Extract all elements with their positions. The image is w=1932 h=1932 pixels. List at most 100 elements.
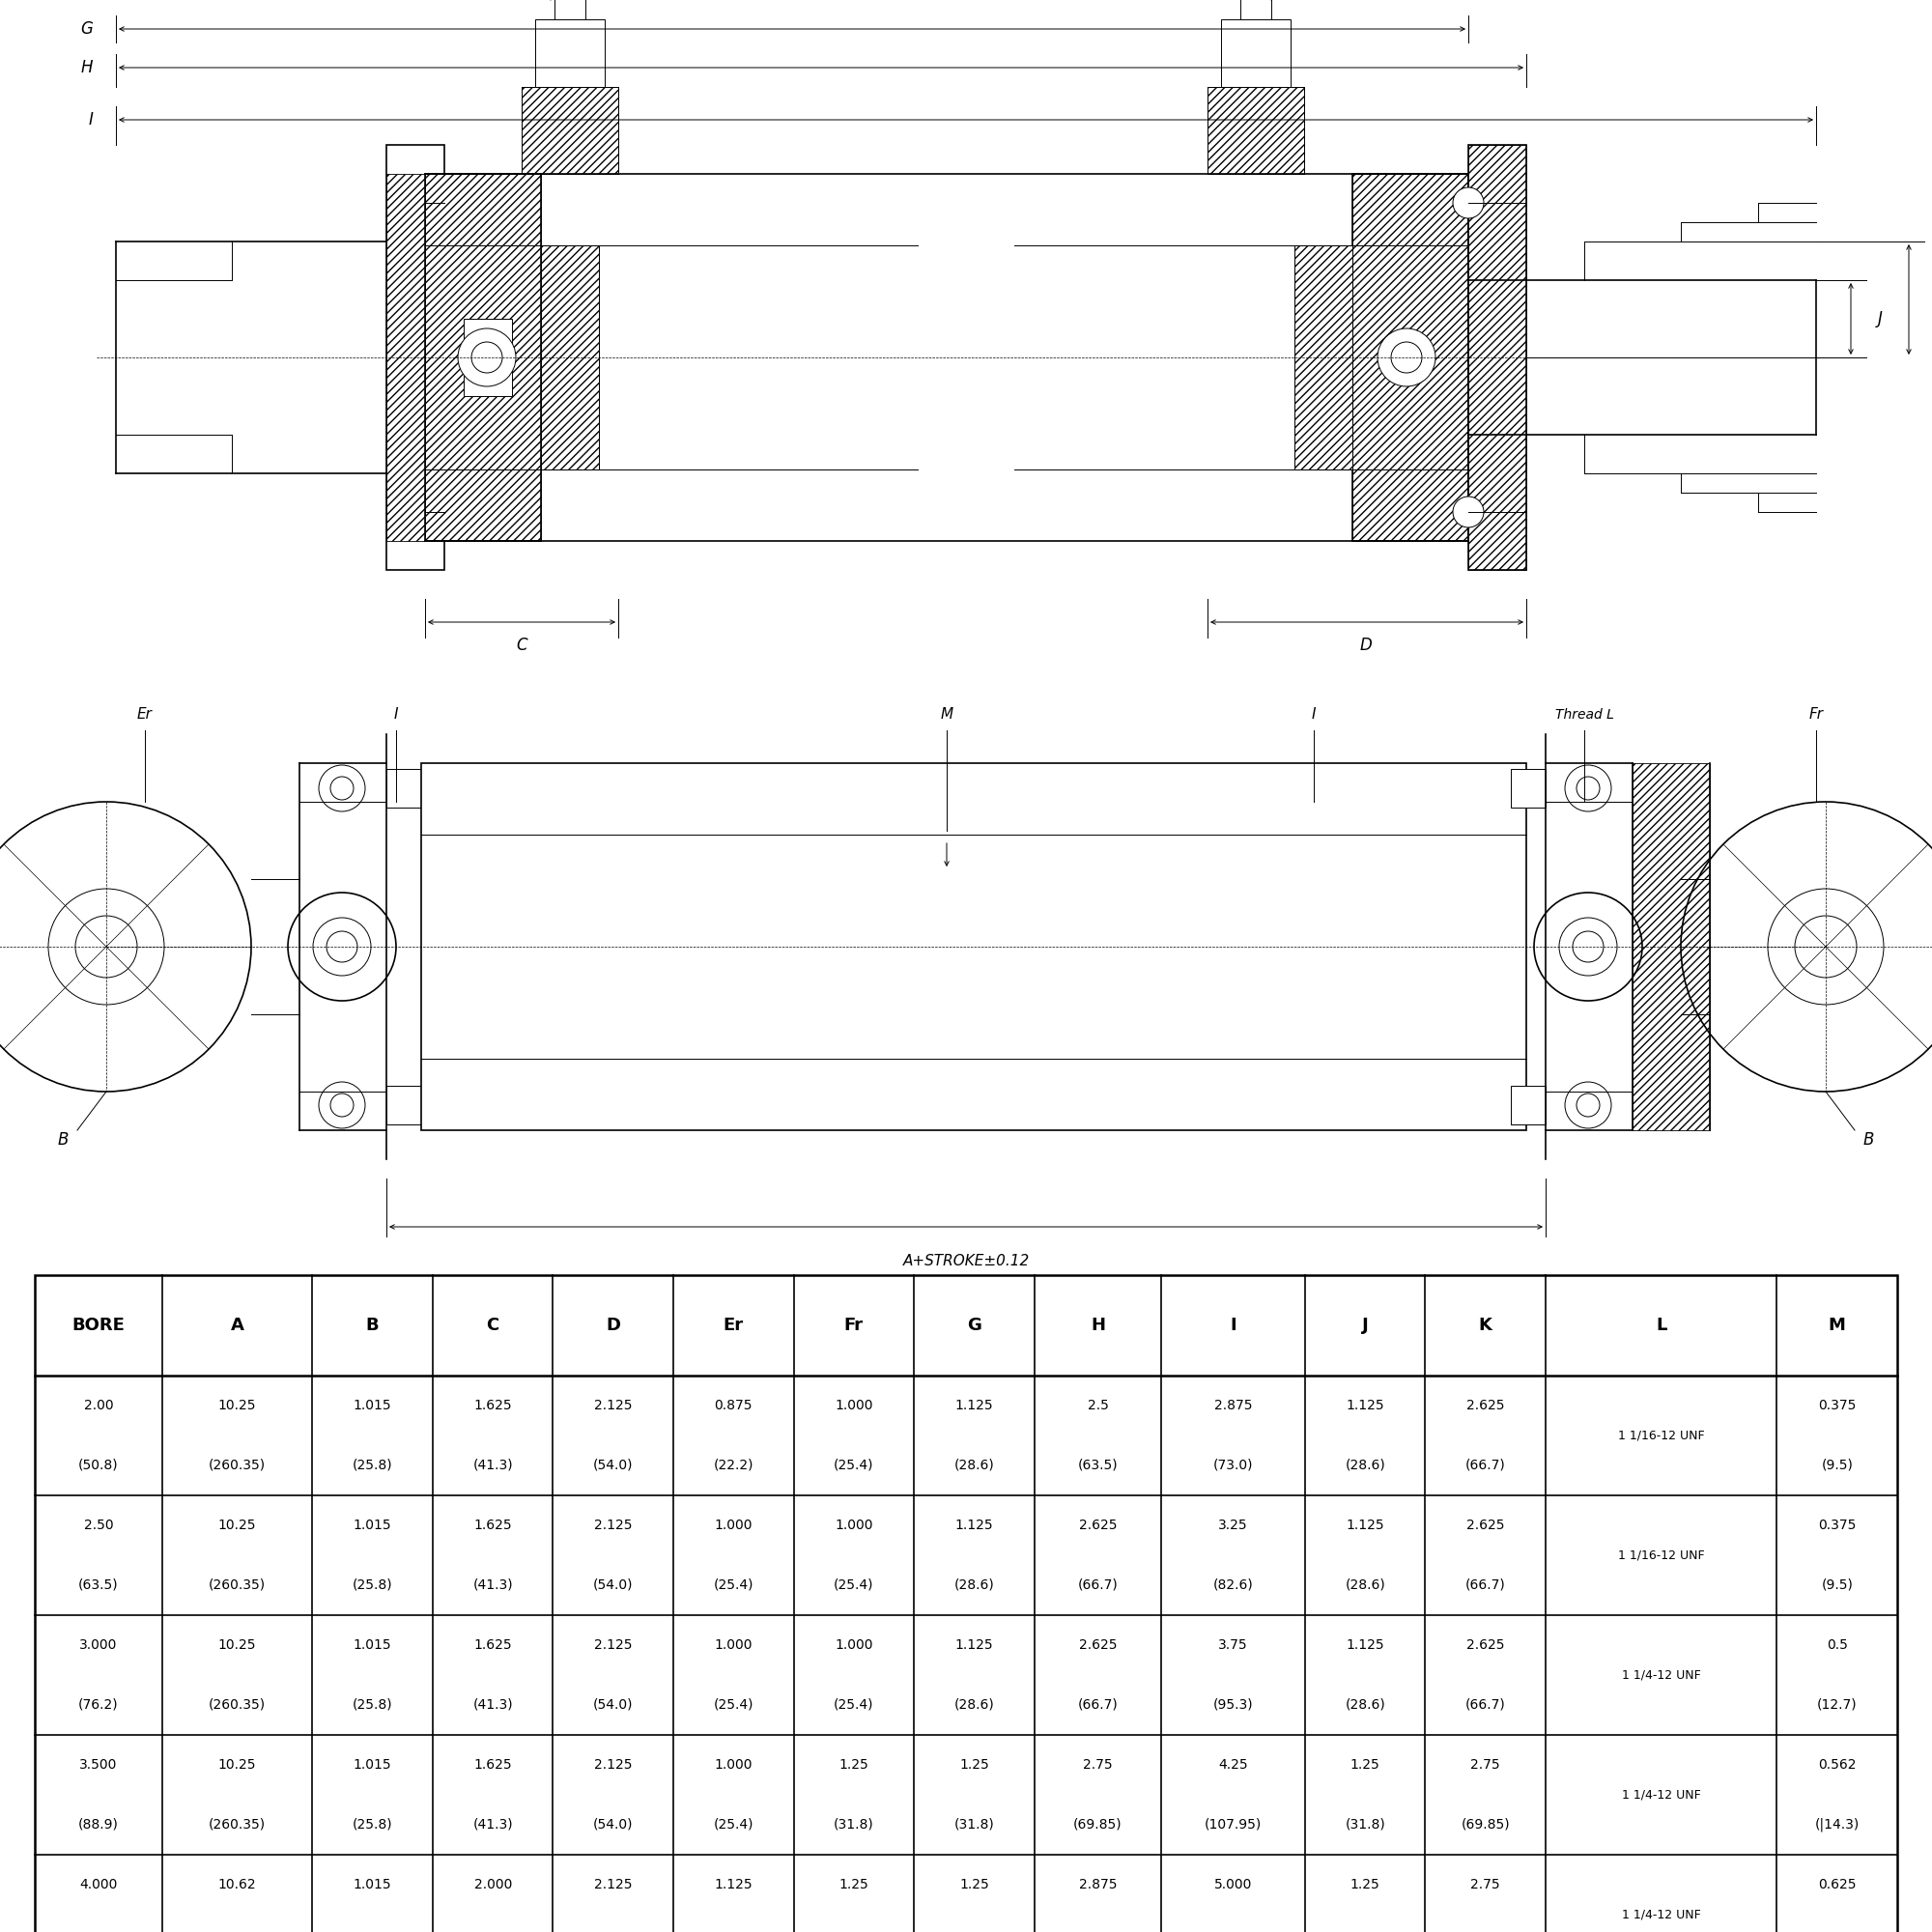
Text: 1.125: 1.125: [1347, 1638, 1383, 1652]
Circle shape: [1577, 777, 1600, 800]
Text: G: G: [966, 1318, 981, 1333]
Text: 10.25: 10.25: [218, 1758, 257, 1772]
Text: (260.35): (260.35): [209, 1459, 267, 1472]
Text: (69.85): (69.85): [1074, 1818, 1122, 1832]
Text: (28.6): (28.6): [1345, 1578, 1385, 1592]
Text: 1 1/4-12 UNF: 1 1/4-12 UNF: [1621, 1669, 1700, 1681]
Text: 2.75: 2.75: [1470, 1758, 1499, 1772]
Bar: [386, 769, 421, 808]
Text: 2.00: 2.00: [83, 1399, 114, 1412]
Text: Fr: Fr: [1808, 707, 1824, 723]
Text: (28.6): (28.6): [1345, 1698, 1385, 1712]
Text: (73.0): (73.0): [1213, 1459, 1254, 1472]
Text: 1.125: 1.125: [954, 1519, 993, 1532]
Bar: [386, 145, 444, 570]
Text: J: J: [1362, 1318, 1368, 1333]
Circle shape: [1681, 802, 1932, 1092]
Text: BORE: BORE: [71, 1318, 126, 1333]
Circle shape: [330, 777, 354, 800]
Text: 2.625: 2.625: [1466, 1399, 1505, 1412]
Text: 3.500: 3.500: [79, 1758, 118, 1772]
Bar: [1511, 1086, 1546, 1124]
Text: 1.25: 1.25: [1350, 1878, 1379, 1891]
Bar: [541, 245, 599, 469]
Text: I: I: [394, 707, 398, 723]
Text: 2.000: 2.000: [473, 1878, 512, 1891]
Text: G: G: [81, 19, 93, 37]
Text: (66.7): (66.7): [1078, 1578, 1119, 1592]
Text: 1.625: 1.625: [473, 1519, 512, 1532]
Text: 2.125: 2.125: [595, 1399, 632, 1412]
Text: 2.875: 2.875: [1213, 1399, 1252, 1412]
Text: 2.125: 2.125: [595, 1758, 632, 1772]
Text: (|14.3): (|14.3): [1814, 1818, 1859, 1832]
Text: 2.75: 2.75: [1470, 1878, 1499, 1891]
Text: H: H: [81, 58, 93, 75]
Circle shape: [429, 187, 460, 218]
Text: 2.50: 2.50: [83, 1519, 114, 1532]
Text: (25.8): (25.8): [352, 1578, 392, 1592]
Text: (41.3): (41.3): [473, 1578, 514, 1592]
Text: (95.3): (95.3): [1213, 1698, 1254, 1712]
Text: 2.625: 2.625: [1466, 1638, 1505, 1652]
Text: 0.375: 0.375: [1818, 1399, 1857, 1412]
Bar: [522, 87, 618, 174]
Text: 1.015: 1.015: [354, 1758, 392, 1772]
Text: (25.8): (25.8): [352, 1818, 392, 1832]
Bar: [421, 763, 1526, 1130]
Bar: [1221, 19, 1291, 87]
Text: M: M: [1828, 1318, 1845, 1333]
Text: (88.9): (88.9): [77, 1818, 118, 1832]
Text: M: M: [941, 707, 952, 723]
Text: (107.95): (107.95): [1206, 1818, 1262, 1832]
Text: 1.125: 1.125: [1347, 1519, 1383, 1532]
Text: 2.125: 2.125: [595, 1878, 632, 1891]
Text: 1.625: 1.625: [473, 1758, 512, 1772]
Bar: [1352, 174, 1468, 541]
Text: (54.0): (54.0): [593, 1698, 634, 1712]
Circle shape: [0, 802, 251, 1092]
Text: I: I: [89, 110, 93, 128]
Bar: [386, 174, 444, 541]
Text: D: D: [1360, 638, 1372, 653]
Text: (63.5): (63.5): [79, 1578, 118, 1592]
Text: (9.5): (9.5): [1822, 1459, 1853, 1472]
Text: 1 1/16-12 UNF: 1 1/16-12 UNF: [1617, 1549, 1704, 1561]
Text: 3.000: 3.000: [79, 1638, 118, 1652]
Text: 1.125: 1.125: [1347, 1399, 1383, 1412]
Text: 3.75: 3.75: [1219, 1638, 1248, 1652]
Circle shape: [1453, 187, 1484, 218]
Text: B: B: [365, 1318, 379, 1333]
Text: (54.0): (54.0): [593, 1578, 634, 1592]
Circle shape: [75, 916, 137, 978]
Text: (41.3): (41.3): [473, 1459, 514, 1472]
Text: (25.4): (25.4): [835, 1698, 873, 1712]
Text: (41.3): (41.3): [473, 1698, 514, 1712]
Text: B: B: [58, 1130, 70, 1148]
Bar: [464, 319, 512, 396]
Text: 1.000: 1.000: [835, 1519, 873, 1532]
Circle shape: [458, 328, 516, 386]
Text: 10.25: 10.25: [218, 1399, 257, 1412]
Text: 1.25: 1.25: [838, 1758, 869, 1772]
Text: (50.8): (50.8): [79, 1459, 118, 1472]
Bar: [1208, 87, 1304, 174]
Bar: [425, 174, 541, 541]
Text: (66.7): (66.7): [1464, 1459, 1505, 1472]
Text: (69.85): (69.85): [1461, 1818, 1509, 1832]
Text: 1.000: 1.000: [835, 1638, 873, 1652]
Text: I: I: [1231, 1318, 1236, 1333]
Text: (25.4): (25.4): [835, 1578, 873, 1592]
Text: 10.62: 10.62: [218, 1878, 257, 1891]
Text: (25.8): (25.8): [352, 1459, 392, 1472]
Text: L: L: [1656, 1318, 1667, 1333]
Text: A: A: [230, 1318, 243, 1333]
Circle shape: [1565, 1082, 1611, 1128]
Text: D: D: [607, 1318, 620, 1333]
Text: (28.6): (28.6): [954, 1459, 995, 1472]
Circle shape: [1453, 497, 1484, 527]
Bar: [1352, 174, 1468, 541]
Text: (66.7): (66.7): [1464, 1578, 1505, 1592]
Text: 2.625: 2.625: [1078, 1519, 1117, 1532]
Bar: [541, 245, 599, 469]
